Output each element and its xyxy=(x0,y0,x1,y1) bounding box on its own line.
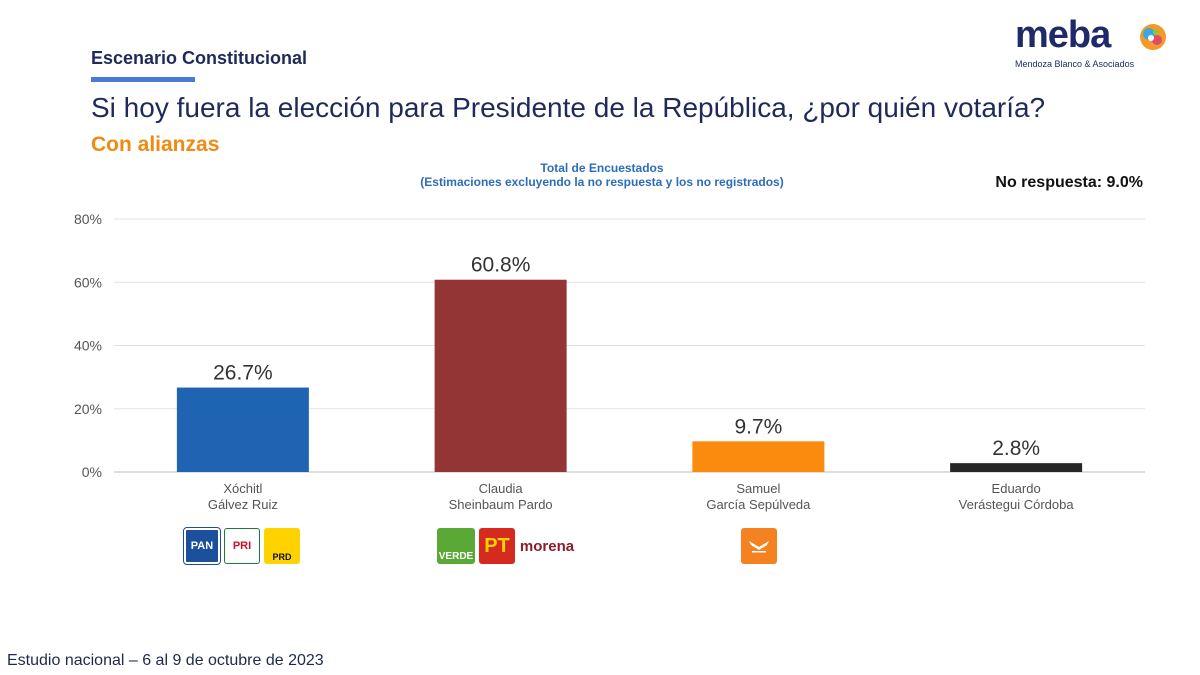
x-tick-label: Xóchitl xyxy=(223,481,262,496)
question-title: Si hoy fuera la elección para Presidente… xyxy=(91,92,1046,123)
bar xyxy=(434,279,567,472)
pan-logo-icon: PAN xyxy=(183,527,221,565)
bar xyxy=(176,387,309,472)
x-tick-label: García Sepúlveda xyxy=(706,497,811,512)
morena-logo-text: morena xyxy=(519,537,575,555)
x-tick-label: Gálvez Ruiz xyxy=(208,497,278,512)
logo-subtitle: Mendoza Blanco & Asociados xyxy=(1015,59,1135,69)
bar xyxy=(950,463,1083,472)
morena-logo-icon: morena xyxy=(519,528,575,564)
x-tick-label: Claudia xyxy=(479,481,524,496)
no-response-label: No respuesta: 9.0% xyxy=(995,174,1143,191)
pt-logo-icon: PT xyxy=(479,528,515,564)
verde-logo-text: VERDE xyxy=(438,551,474,562)
meba-logo: meba Mendoza Blanco & Asociados xyxy=(1013,14,1173,72)
x-tick-label: Samuel xyxy=(736,481,780,496)
bar-value-label: 9.7% xyxy=(734,415,782,438)
scenario-subtitle: Con alianzas xyxy=(91,133,220,156)
y-tick-label: 60% xyxy=(74,274,102,290)
pan-logo-text: PAN xyxy=(190,540,214,552)
logo-wordmark: meba xyxy=(1015,14,1111,56)
prd-logo-icon: PRD xyxy=(264,528,300,564)
bar xyxy=(692,441,825,472)
logo-mark-icon xyxy=(1140,24,1166,50)
footer-study-info: Estudio nacional – 6 al 9 de octubre de … xyxy=(7,652,324,669)
bar-value-label: 2.8% xyxy=(992,437,1040,460)
mc-eagle-icon xyxy=(749,541,769,553)
prd-logo-text: PRD xyxy=(272,552,292,562)
x-tick-label: Sheinbaum Pardo xyxy=(449,497,553,512)
chart-header-line2: (Estimaciones excluyendo la no respuesta… xyxy=(420,175,784,189)
x-tick-label: Eduardo xyxy=(992,481,1041,496)
chart-header: Total de Encuestados (Estimaciones exclu… xyxy=(360,161,844,189)
y-tick-label: 0% xyxy=(82,464,102,480)
pri-logo-text: PRI xyxy=(232,540,252,552)
y-tick-label: 80% xyxy=(74,211,102,227)
chart-header-line1: Total de Encuestados xyxy=(540,161,664,175)
section-title: Escenario Constitucional xyxy=(91,48,308,68)
x-tick-label: Verástegui Córdoba xyxy=(959,497,1075,512)
y-tick-label: 20% xyxy=(74,401,102,417)
mc-logo-icon xyxy=(741,528,777,564)
bar-value-label: 26.7% xyxy=(213,362,273,385)
section-underline xyxy=(91,77,195,82)
pri-logo-icon: PRI xyxy=(224,528,260,564)
verde-logo-icon: VERDE xyxy=(437,528,475,564)
pt-logo-text: PT xyxy=(484,534,510,557)
bar-value-label: 60.8% xyxy=(471,254,531,277)
y-tick-label: 40% xyxy=(74,338,102,354)
